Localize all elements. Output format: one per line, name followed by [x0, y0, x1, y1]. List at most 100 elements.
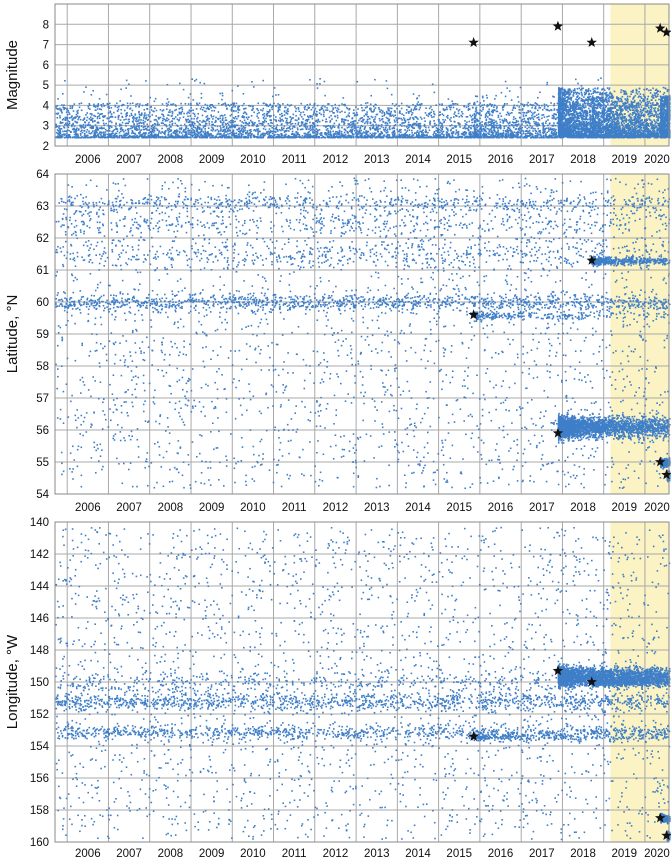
magnitude-point — [210, 114, 212, 116]
magnitude-point — [495, 95, 497, 97]
magnitude-point — [357, 81, 359, 83]
magnitude-point — [297, 136, 299, 138]
magnitude-point — [358, 120, 360, 122]
magnitude-point — [160, 109, 162, 111]
magnitude-point — [372, 127, 374, 129]
magnitude-point — [361, 107, 363, 109]
magnitude-point — [171, 129, 173, 131]
magnitude-point — [125, 130, 127, 132]
magnitude-point — [485, 137, 487, 139]
magnitude-point — [213, 116, 215, 118]
magnitude-point — [160, 136, 162, 138]
magnitude-point — [143, 129, 145, 131]
magnitude-point — [381, 124, 383, 126]
magnitude-point — [126, 80, 128, 82]
magnitude-point — [555, 125, 557, 127]
magnitude-point — [165, 130, 167, 132]
magnitude-point — [458, 113, 460, 115]
magnitude-point — [379, 118, 381, 120]
magnitude-point — [442, 119, 444, 121]
magnitude-point — [445, 119, 447, 121]
magnitude-point — [409, 111, 411, 113]
magnitude-point — [381, 126, 383, 128]
magnitude-point — [193, 118, 195, 120]
magnitude-point — [238, 131, 240, 133]
magnitude-point — [185, 128, 187, 130]
magnitude-point — [283, 136, 285, 138]
magnitude-point — [265, 121, 267, 123]
magnitude-point — [411, 130, 413, 132]
magnitude-point — [545, 133, 547, 135]
magnitude-point — [212, 106, 214, 108]
magnitude-point — [164, 124, 166, 126]
magnitude-point — [468, 130, 470, 132]
magnitude-point — [187, 128, 189, 130]
magnitude-point — [56, 108, 58, 110]
magnitude-point — [503, 120, 505, 122]
magnitude-point — [180, 103, 182, 105]
magnitude-point — [428, 116, 430, 118]
magnitude-point — [207, 115, 209, 117]
magnitude-point — [291, 137, 293, 139]
magnitude-point — [454, 113, 456, 115]
magnitude-point — [547, 82, 549, 84]
magnitude-point — [173, 103, 175, 105]
magnitude-point — [353, 122, 355, 124]
magnitude-point — [333, 125, 335, 127]
magnitude-point — [111, 122, 113, 124]
magnitude-point — [367, 123, 369, 125]
magnitude-point — [266, 113, 268, 115]
magnitude-point — [338, 124, 340, 126]
magnitude-point — [408, 127, 410, 129]
magnitude-point — [152, 124, 154, 126]
magnitude-point — [245, 125, 247, 127]
magnitude-point — [220, 115, 222, 117]
magnitude-point — [434, 131, 436, 133]
magnitude-point — [130, 126, 132, 128]
magnitude-point — [581, 85, 583, 87]
magnitude-point — [132, 121, 134, 123]
magnitude-point — [544, 107, 546, 109]
magnitude-point — [154, 126, 156, 128]
magnitude-point — [175, 116, 177, 118]
magnitude-point — [354, 120, 356, 122]
magnitude-point — [76, 114, 78, 116]
magnitude-point — [383, 135, 385, 137]
magnitude-point — [431, 109, 433, 111]
magnitude-point — [269, 109, 271, 111]
magnitude-point — [201, 97, 203, 99]
magnitude-y-tick-label: 5 — [43, 80, 49, 92]
magnitude-point — [323, 116, 325, 118]
magnitude-point — [471, 137, 473, 139]
magnitude-point — [341, 131, 343, 133]
magnitude-point — [69, 130, 71, 132]
magnitude-point — [105, 131, 107, 133]
magnitude-point — [205, 104, 207, 106]
magnitude-point — [518, 112, 520, 114]
magnitude-point — [531, 112, 533, 114]
magnitude-point — [233, 110, 235, 112]
magnitude-point — [92, 130, 94, 132]
magnitude-point — [174, 130, 176, 132]
magnitude-point — [220, 127, 222, 129]
magnitude-point — [348, 126, 350, 128]
magnitude-point — [309, 134, 311, 136]
magnitude-point — [303, 111, 305, 113]
magnitude-point — [204, 130, 206, 132]
magnitude-point — [467, 116, 469, 118]
magnitude-point — [481, 110, 483, 112]
magnitude-point — [312, 132, 314, 134]
magnitude-point — [344, 104, 346, 106]
magnitude-point — [520, 112, 522, 114]
magnitude-point — [263, 128, 265, 130]
magnitude-point — [425, 129, 427, 131]
magnitude-point — [461, 111, 463, 113]
magnitude-point — [282, 103, 284, 105]
magnitude-point — [172, 123, 174, 125]
magnitude-point — [518, 106, 520, 108]
magnitude-point — [462, 127, 464, 129]
magnitude-point — [186, 125, 188, 127]
magnitude-point — [201, 128, 203, 130]
magnitude-y-tick-label: 7 — [43, 40, 49, 52]
magnitude-point — [241, 125, 243, 127]
